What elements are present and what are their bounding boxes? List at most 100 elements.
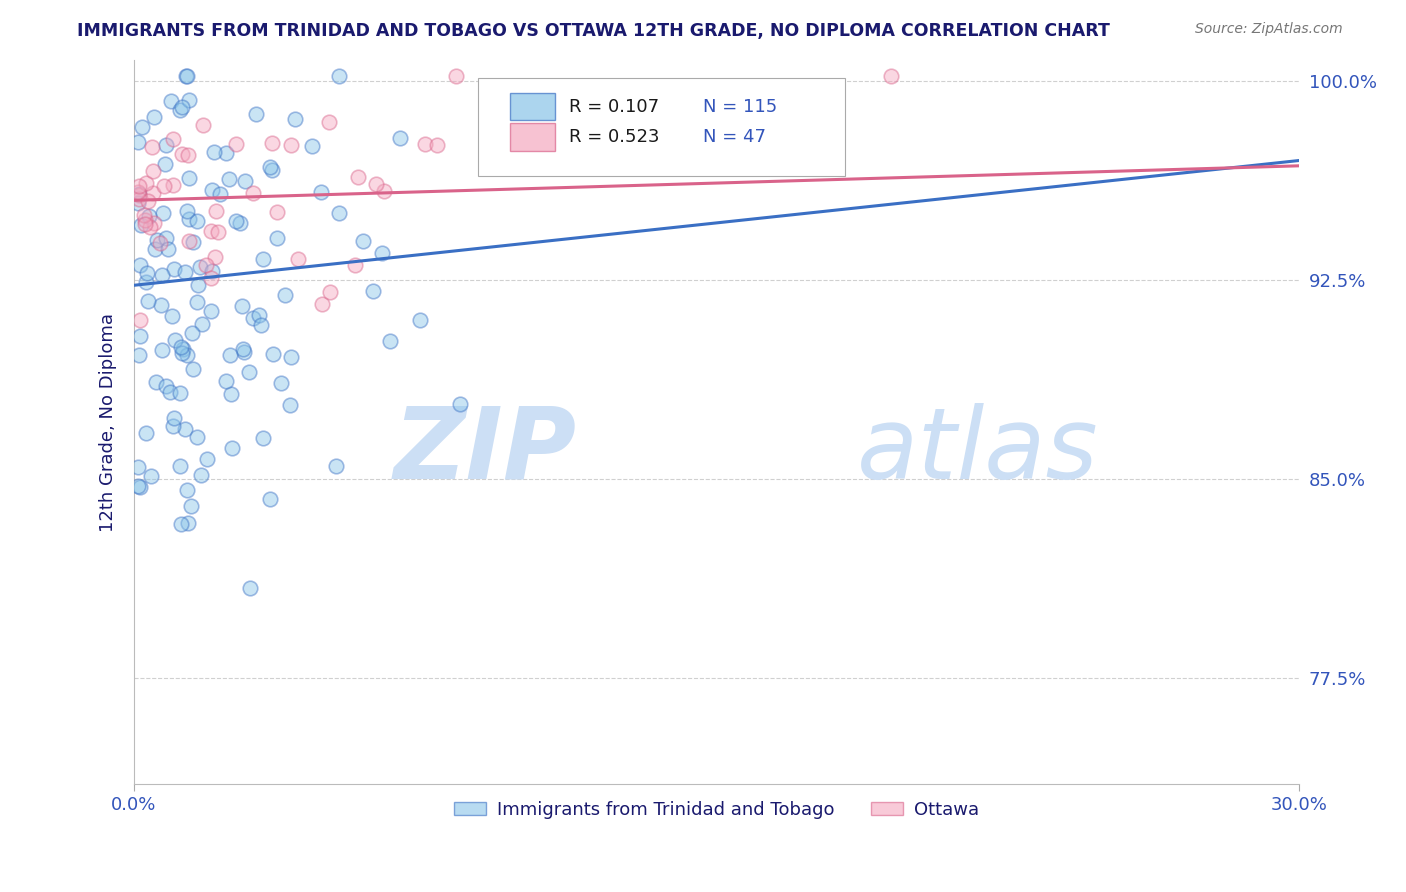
Point (162, 132, 184, 146)
Point (200, 271, 222, 285)
Point (328, 69, 350, 83)
Point (208, 186, 231, 201)
Point (225, 137, 247, 152)
Point (136, 294, 159, 309)
Point (247, 308, 270, 322)
Point (328, 206, 350, 220)
Point (449, 397, 471, 411)
Point (179, 234, 201, 248)
Point (266, 231, 288, 245)
Point (200, 304, 222, 318)
Point (179, 93, 201, 107)
Point (127, 195, 149, 210)
Point (201, 264, 224, 278)
Point (266, 204, 288, 219)
Point (426, 138, 449, 153)
Point (176, 347, 198, 361)
Point (152, 206, 174, 220)
Point (162, 178, 184, 192)
Point (163, 333, 186, 347)
Point (207, 225, 229, 239)
Point (201, 183, 224, 197)
Point (186, 430, 208, 444)
Text: R = 0.107: R = 0.107 (568, 98, 659, 116)
Point (128, 348, 150, 362)
Point (179, 171, 201, 186)
Legend: Immigrants from Trinidad and Tobago, Ottawa: Immigrants from Trinidad and Tobago, Ott… (447, 794, 987, 826)
Point (325, 458, 347, 473)
Point (200, 224, 222, 238)
Point (202, 145, 225, 160)
Point (262, 347, 284, 361)
Point (190, 468, 212, 483)
Point (259, 491, 281, 506)
Point (219, 348, 242, 362)
Point (188, 260, 211, 274)
Point (160, 94, 183, 108)
Point (242, 311, 264, 326)
FancyBboxPatch shape (478, 78, 845, 176)
Text: N = 47: N = 47 (703, 128, 766, 146)
Point (191, 317, 214, 331)
Point (880, 69, 903, 83)
Point (163, 262, 186, 277)
Point (127, 186, 149, 200)
Point (446, 69, 468, 83)
Point (155, 138, 177, 153)
Point (172, 147, 194, 161)
Point (219, 387, 242, 401)
Point (142, 216, 165, 230)
Point (195, 452, 218, 467)
Point (170, 100, 193, 114)
Point (135, 266, 157, 280)
Point (252, 431, 274, 445)
Point (373, 184, 395, 198)
FancyBboxPatch shape (510, 123, 554, 151)
Point (218, 171, 240, 186)
Point (259, 160, 281, 174)
Point (231, 299, 253, 313)
Point (129, 329, 152, 343)
Point (214, 145, 236, 160)
Point (134, 208, 156, 222)
Y-axis label: 12th Grade, No Diploma: 12th Grade, No Diploma (100, 312, 117, 532)
Point (128, 480, 150, 494)
Point (174, 422, 197, 436)
Point (191, 118, 214, 132)
Point (239, 582, 262, 596)
Point (270, 376, 292, 390)
Point (221, 441, 243, 455)
Point (186, 214, 208, 228)
Text: N = 115: N = 115 (703, 98, 778, 116)
Point (225, 214, 247, 228)
Text: R = 0.523: R = 0.523 (568, 128, 659, 146)
Point (260, 163, 283, 178)
Point (232, 342, 254, 356)
Point (245, 107, 267, 121)
Point (142, 186, 165, 200)
Point (152, 179, 174, 194)
Point (156, 242, 179, 256)
Point (128, 188, 150, 202)
Point (250, 318, 273, 332)
Point (413, 136, 436, 151)
Point (284, 112, 307, 127)
Point (409, 312, 432, 326)
Point (127, 135, 149, 149)
Point (380, 334, 402, 349)
Point (278, 398, 301, 412)
Point (344, 258, 367, 272)
Point (170, 346, 193, 360)
Point (136, 194, 159, 208)
Point (127, 460, 149, 475)
Point (169, 340, 191, 354)
Point (273, 288, 295, 302)
Point (176, 483, 198, 497)
Point (173, 265, 195, 279)
Point (172, 342, 194, 356)
Point (134, 213, 156, 227)
Point (142, 163, 165, 178)
Point (155, 231, 177, 245)
Point (232, 344, 254, 359)
Text: IMMIGRANTS FROM TRINIDAD AND TOBAGO VS OTTAWA 12TH GRADE, NO DIPLOMA CORRELATION: IMMIGRANTS FROM TRINIDAD AND TOBAGO VS O… (77, 22, 1111, 40)
